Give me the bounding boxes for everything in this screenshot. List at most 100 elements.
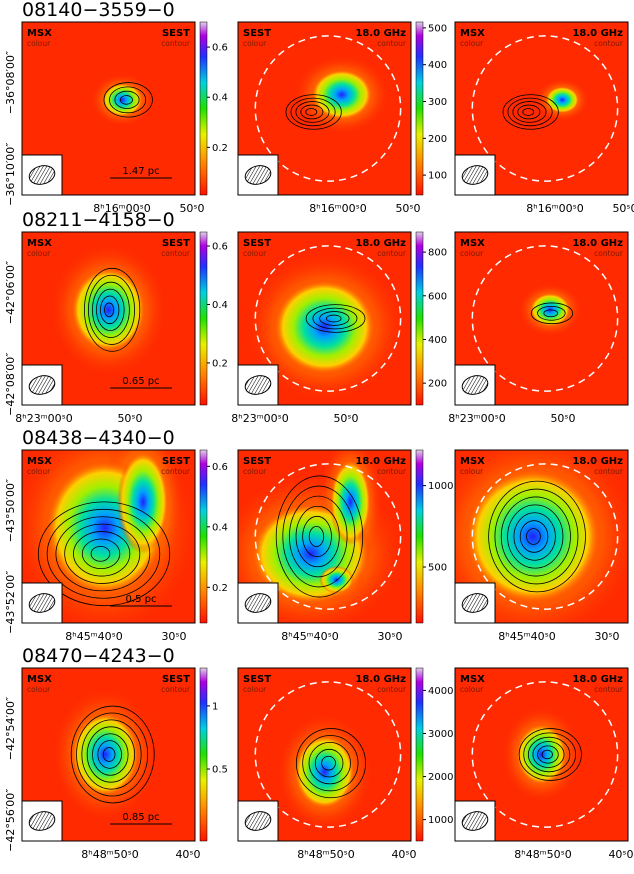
colour-label: MSX: [460, 28, 485, 39]
contour: [55, 516, 151, 592]
beam: [461, 375, 489, 395]
contour: [517, 104, 541, 120]
colorbar-tick-label: 300: [428, 97, 447, 108]
map-image: [455, 450, 628, 623]
contour-sub: contour: [377, 249, 407, 258]
scale-bar-label: 1.47 pc: [122, 166, 159, 177]
contour-label: 18.0 GHz: [572, 238, 623, 249]
colorbar: [415, 21, 424, 196]
dec-label: −36°08′00″: [4, 51, 17, 114]
contour: [305, 304, 366, 333]
beam: [28, 165, 56, 185]
beam: [28, 593, 56, 613]
contour: [96, 288, 125, 332]
beam-box: [454, 154, 496, 196]
contour-sub: contour: [161, 39, 191, 48]
colorbar-tick-label: 0.6: [212, 43, 228, 54]
contour: [507, 97, 553, 127]
colorbar-tick-label: 500: [428, 23, 447, 34]
contour-sub: contour: [377, 467, 407, 476]
colorbar-tick-label: 4000: [428, 686, 453, 697]
frame: [454, 21, 629, 196]
emission: [310, 68, 373, 121]
primary-beam: [254, 35, 402, 182]
colorbar-tick-label: 0.6: [212, 462, 228, 473]
beam: [461, 811, 489, 831]
contour: [543, 309, 559, 318]
contour: [76, 712, 149, 797]
scale-bar-label: 0.5 pc: [126, 594, 157, 605]
colour-sub: colour: [27, 685, 51, 694]
frame: [21, 21, 196, 196]
beam-box: [454, 364, 496, 406]
contour: [300, 104, 324, 120]
contour: [295, 505, 340, 568]
ra-label: 8ʰ45ᵐ40ˢ0: [65, 630, 122, 643]
contour-sub: contour: [377, 685, 407, 694]
colorbar-tick-label: 500: [428, 563, 447, 574]
colour-label: MSX: [27, 238, 52, 249]
contour: [325, 314, 342, 323]
colorbar-tick-label: 1000: [428, 481, 453, 492]
ra-label: 8ʰ16ᵐ00ˢ0: [309, 202, 366, 215]
ra-label: 30ˢ0: [377, 630, 402, 643]
contour: [530, 302, 574, 325]
source-title: 08140−3559−0: [22, 0, 175, 21]
colour-sub: colour: [460, 39, 484, 48]
ra-label: 8ʰ48ᵐ50ˢ0: [514, 848, 571, 861]
primary-beam: [471, 245, 619, 392]
dec-label: −42°56′00″: [4, 789, 17, 852]
contour: [512, 101, 547, 123]
contour-sub: contour: [594, 467, 624, 476]
colorbar-tick-label: 200: [428, 379, 447, 390]
ra-label: 50ˢ0: [550, 412, 575, 425]
colour-sub: colour: [27, 39, 51, 48]
ra-label: 8ʰ23ᵐ00ˢ0: [231, 412, 288, 425]
contour: [522, 108, 535, 116]
emission: [70, 711, 140, 798]
colorbar: [415, 449, 424, 624]
contour: [103, 82, 153, 118]
contour-label: 18.0 GHz: [572, 28, 623, 39]
contour: [285, 94, 342, 130]
ra-label: 50ˢ0: [395, 202, 420, 215]
dec-label: −42°54′00″: [4, 697, 17, 760]
contour: [295, 101, 330, 123]
contour: [282, 485, 356, 588]
ra-label: 8ʰ45ᵐ40ˢ0: [281, 630, 338, 643]
map-image: [238, 232, 411, 405]
emission: [70, 266, 147, 354]
contour: [314, 748, 344, 778]
contour: [114, 90, 140, 109]
dec-label: −36°10′00″: [4, 143, 17, 206]
colorbar-tick-label: 0.4: [212, 300, 228, 311]
contour: [64, 523, 141, 584]
beam: [244, 375, 272, 395]
contour-label: SEST: [162, 238, 190, 249]
contour: [321, 755, 336, 771]
contour: [90, 545, 111, 562]
contour: [308, 526, 325, 547]
primary-beam: [471, 463, 619, 610]
colorbar-tick-label: 200: [428, 134, 447, 145]
contour: [319, 311, 350, 326]
contour-label: 18.0 GHz: [355, 674, 406, 685]
colorbar-tick-label: 400: [428, 60, 447, 71]
emission: [544, 86, 580, 114]
contour: [46, 508, 161, 599]
colorbar-tick-label: 1000: [428, 815, 453, 826]
contour: [88, 274, 135, 345]
ra-label: 40ˢ0: [175, 848, 200, 861]
primary-beam: [254, 463, 402, 610]
contour: [302, 735, 359, 792]
contour-label: 18.0 GHz: [355, 456, 406, 467]
ra-label: 50ˢ0: [179, 202, 204, 215]
contour-sub: contour: [594, 39, 624, 48]
contour: [532, 741, 565, 768]
contour: [81, 719, 142, 790]
dec-label: −42°06′00″: [4, 261, 17, 324]
